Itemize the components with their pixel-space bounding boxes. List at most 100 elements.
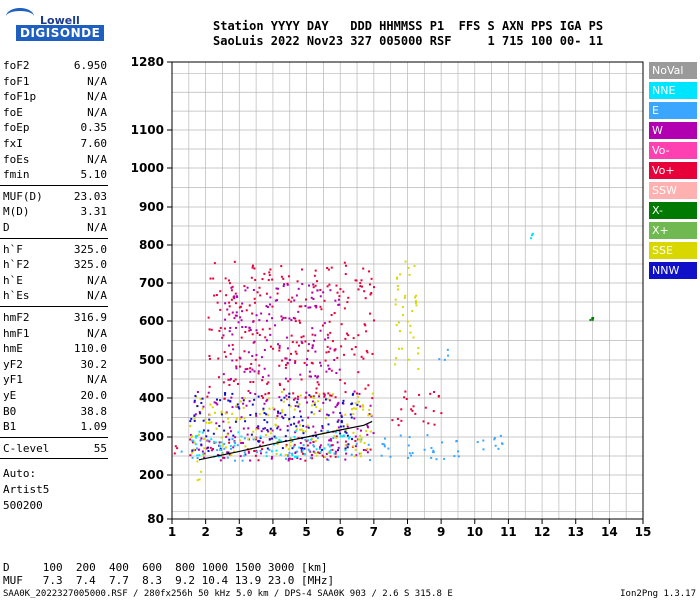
echo-point <box>354 435 357 438</box>
x-tick-label: 6 <box>336 525 344 539</box>
echo-point <box>289 441 292 444</box>
echo-point <box>254 278 257 281</box>
echo-point <box>339 425 342 428</box>
echo-point <box>328 450 331 453</box>
echo-point <box>330 444 333 447</box>
echo-point <box>343 261 346 264</box>
echo-point <box>499 434 502 437</box>
echo-point <box>288 457 291 460</box>
echo-point <box>251 368 254 371</box>
echo-point <box>337 426 340 429</box>
echo-point <box>220 436 223 439</box>
echo-point <box>257 425 260 428</box>
echo-point <box>307 439 310 442</box>
echo-point <box>265 413 268 416</box>
echo-point <box>333 312 336 315</box>
echo-point <box>260 430 263 433</box>
legend-item: NNE <box>649 82 697 99</box>
echo-point <box>339 411 342 414</box>
echo-point <box>267 392 270 395</box>
echo-point <box>368 459 371 462</box>
echo-point <box>282 316 285 319</box>
echo-point <box>304 340 307 343</box>
echo-point <box>365 449 368 452</box>
echo-point <box>333 435 336 438</box>
echo-point <box>301 449 304 452</box>
echo-point <box>219 448 222 451</box>
echo-point <box>293 435 296 438</box>
echo-point <box>224 355 227 358</box>
echo-point <box>247 390 250 393</box>
echo-point <box>237 321 240 324</box>
echo-point <box>322 392 325 395</box>
echo-point <box>273 408 276 411</box>
x-tick-label: 3 <box>235 525 243 539</box>
param-row: C-level 55 <box>3 441 107 456</box>
echo-point <box>285 445 288 448</box>
echo-point <box>359 455 362 458</box>
echo-point <box>300 336 303 339</box>
echo-point <box>229 444 232 447</box>
echo-point <box>231 333 234 336</box>
echo-point <box>210 328 213 331</box>
echo-point <box>341 435 344 438</box>
echo-point <box>289 378 292 381</box>
echo-point <box>225 435 228 438</box>
x-tick-label: 15 <box>635 525 652 539</box>
echo-point <box>235 359 238 362</box>
echo-point <box>234 420 237 423</box>
echo-point <box>433 391 436 394</box>
echo-point <box>356 427 359 430</box>
echo-point <box>404 390 407 393</box>
echo-point <box>344 458 347 461</box>
echo-point <box>366 451 369 454</box>
echo-point <box>191 451 194 454</box>
echo-point <box>210 421 213 424</box>
echo-point <box>346 423 349 426</box>
echo-point <box>338 298 341 301</box>
echo-point <box>234 292 237 295</box>
echo-point <box>361 285 364 288</box>
echo-point <box>457 455 460 458</box>
echo-point <box>242 399 245 402</box>
echo-point <box>359 434 362 437</box>
echo-point <box>344 430 347 433</box>
echo-point <box>354 402 357 405</box>
echo-point <box>298 321 301 324</box>
echo-point <box>208 440 211 443</box>
echo-point <box>253 398 256 401</box>
echo-point <box>357 395 360 398</box>
echo-point <box>493 438 496 441</box>
echo-point <box>196 405 199 408</box>
param-value: N/A <box>87 373 107 387</box>
echo-point <box>194 435 197 438</box>
echo-point <box>337 303 340 306</box>
echo-point <box>290 352 293 355</box>
echo-point <box>326 267 329 270</box>
echo-point <box>302 430 305 433</box>
echo-point <box>355 279 358 282</box>
echo-point <box>236 295 239 298</box>
echo-point <box>402 314 405 317</box>
echo-point <box>327 451 330 454</box>
echo-point <box>395 324 398 327</box>
echo-point <box>285 336 288 339</box>
echo-point <box>399 273 402 276</box>
logo-name: DIGISONDE <box>16 25 105 41</box>
param-key: foF1 <box>3 74 30 88</box>
echo-point <box>278 396 281 399</box>
echo-point <box>230 298 233 301</box>
echo-point <box>271 456 274 459</box>
echo-point <box>301 283 304 286</box>
echo-point <box>260 356 263 359</box>
echo-point <box>406 320 409 323</box>
echo-point <box>317 383 320 386</box>
echo-point <box>323 447 326 450</box>
echo-point <box>266 398 269 401</box>
echo-point <box>446 348 449 351</box>
echo-point <box>329 394 332 397</box>
profile-curve <box>198 420 373 461</box>
echo-point <box>231 311 234 314</box>
echo-point <box>356 403 359 406</box>
echo-point <box>279 428 282 431</box>
